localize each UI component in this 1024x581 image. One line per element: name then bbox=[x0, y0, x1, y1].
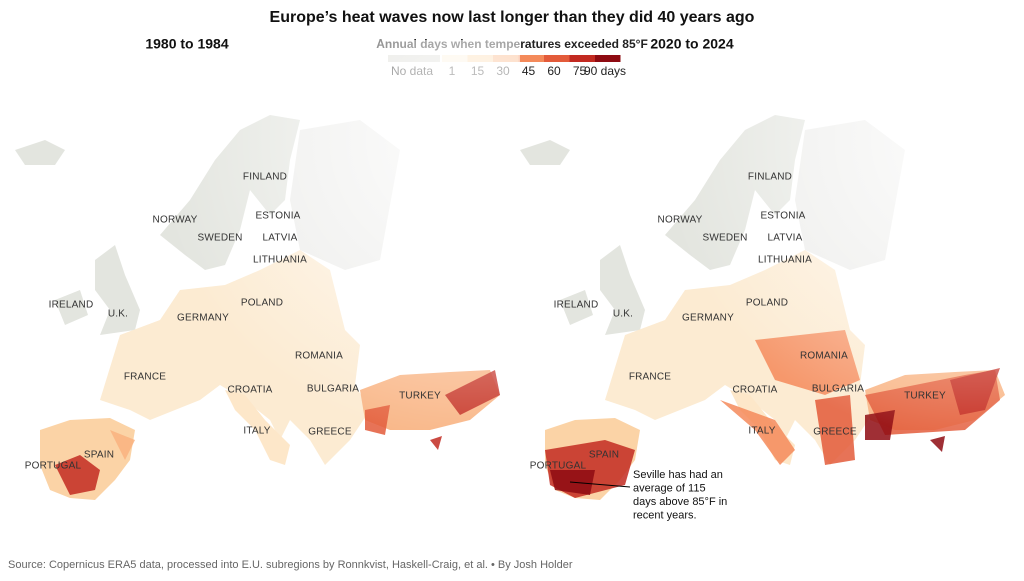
country-label: GREECE bbox=[308, 427, 352, 438]
country-label: GERMANY bbox=[682, 313, 734, 324]
country-label: PORTUGAL bbox=[25, 461, 82, 472]
map-title: 2020 to 2024 bbox=[650, 36, 733, 52]
country-label: ROMANIA bbox=[800, 351, 848, 362]
annotation: average of 115 bbox=[633, 482, 706, 494]
country-label: FINLAND bbox=[243, 172, 287, 183]
map: 2020 to 2024 FINLAND NORWAY ESTONIA SWEDEN LA… bbox=[505, 36, 1024, 540]
country-label: U.K. bbox=[108, 309, 128, 320]
fade bbox=[0, 40, 520, 540]
country-label: ITALY bbox=[748, 426, 775, 437]
country-label: LATVIA bbox=[263, 233, 298, 244]
country-label: GREECE bbox=[813, 427, 857, 438]
country-label: FRANCE bbox=[124, 372, 166, 383]
country-label: ESTONIA bbox=[760, 211, 805, 222]
country-label: U.K. bbox=[613, 309, 633, 320]
country-label: TURKEY bbox=[904, 391, 946, 402]
annotation: recent years. bbox=[633, 509, 697, 521]
country-label: POLAND bbox=[746, 298, 788, 309]
source: Source: Copernicus ERA5 data, processed … bbox=[8, 559, 573, 571]
annotation-line bbox=[569, 481, 631, 488]
map: 1980 to 1984 FINLAND NORWAY ESTONIA SWEDEN LA… bbox=[0, 36, 520, 540]
country-label: SWEDEN bbox=[197, 233, 242, 244]
country-label: BULGARIA bbox=[812, 384, 864, 395]
country-label: SPAIN bbox=[84, 450, 114, 461]
country-label: CROATIA bbox=[227, 385, 272, 396]
country-label: SWEDEN bbox=[702, 233, 747, 244]
country-label: FRANCE bbox=[629, 372, 671, 383]
annotation: days above 85°F in bbox=[633, 496, 727, 508]
country-label: CROATIA bbox=[732, 385, 777, 396]
map-title: 1980 to 1984 bbox=[145, 36, 228, 52]
country-label: POLAND bbox=[241, 298, 283, 309]
country-label: SPAIN bbox=[589, 450, 619, 461]
title: Europe’s heat waves now last longer than… bbox=[270, 9, 755, 26]
country-label: ROMANIA bbox=[295, 351, 343, 362]
annotation: Seville has had an bbox=[633, 469, 723, 481]
country-label: NORWAY bbox=[153, 215, 198, 226]
country-label: BULGARIA bbox=[307, 384, 359, 395]
country-label: IRELAND bbox=[49, 300, 94, 311]
country-label: PORTUGAL bbox=[530, 461, 587, 472]
country-label: FINLAND bbox=[748, 172, 792, 183]
country-label: TURKEY bbox=[399, 391, 441, 402]
country-label: IRELAND bbox=[554, 300, 599, 311]
country-label: LATVIA bbox=[768, 233, 803, 244]
fade bbox=[505, 40, 1024, 540]
country-label: LITHUANIA bbox=[758, 255, 812, 266]
maps: 1980 to 1984 FINLAND NORWAY ESTONIA SWEDEN LA… bbox=[0, 36, 1024, 540]
country-label: LITHUANIA bbox=[253, 255, 307, 266]
country-label: ITALY bbox=[243, 426, 270, 437]
country-label: GERMANY bbox=[177, 313, 229, 324]
country-label: ESTONIA bbox=[255, 211, 300, 222]
country-label: NORWAY bbox=[658, 215, 703, 226]
